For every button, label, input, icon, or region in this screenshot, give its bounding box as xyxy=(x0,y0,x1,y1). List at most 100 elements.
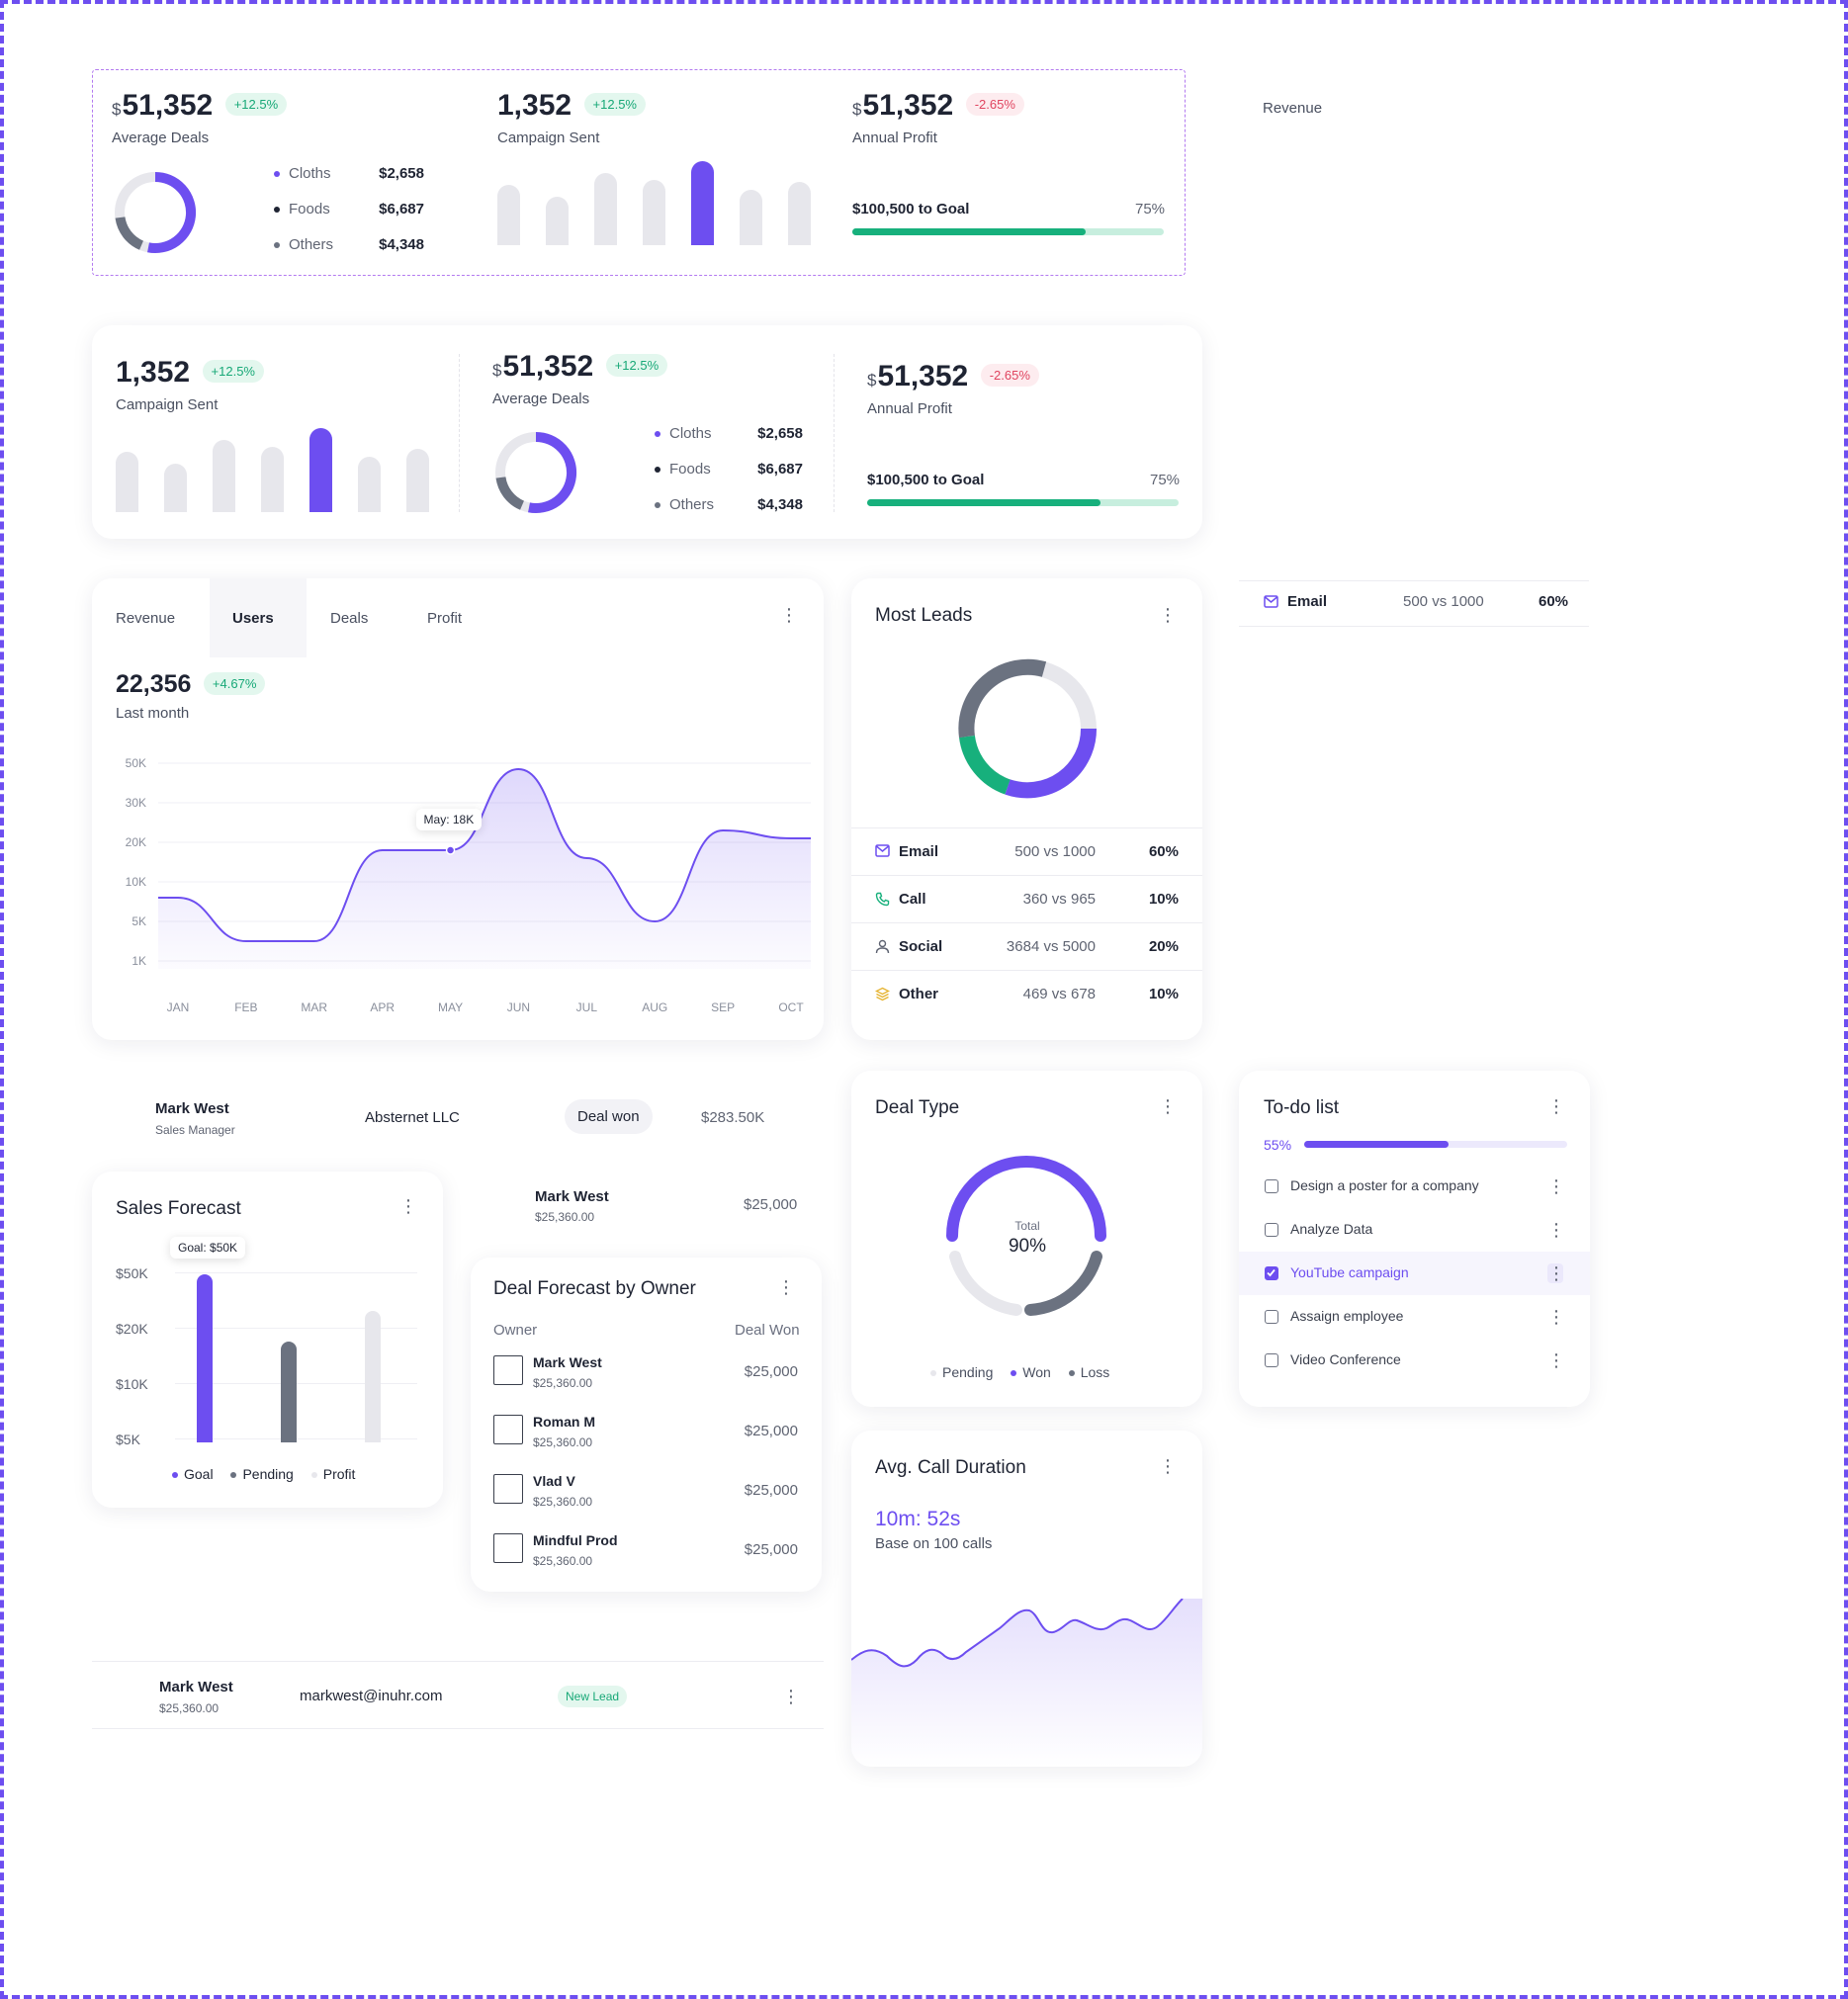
lead-row-email[interactable]: Email 500 vs 1000 60% xyxy=(851,827,1202,875)
todo-item[interactable]: YouTube campaign ⋮ xyxy=(1239,1252,1590,1295)
todo-checkbox[interactable] xyxy=(1265,1353,1278,1367)
lead-source-name: Call xyxy=(899,891,926,908)
goal-label: $100,500 to Goal xyxy=(852,201,970,217)
campaign-bar-chart xyxy=(116,428,432,512)
campaign-bar xyxy=(594,173,617,245)
todo-checkbox[interactable] xyxy=(1265,1266,1278,1280)
lead-source-name: Email xyxy=(899,843,939,860)
kebab-icon[interactable]: ⋮ xyxy=(1159,605,1177,625)
foods-dot xyxy=(655,467,660,474)
lead-row-call[interactable]: Call 360 vs 965 10% xyxy=(851,875,1202,922)
phone-icon xyxy=(875,892,890,912)
legend-dot xyxy=(1011,1370,1017,1377)
todo-checkbox[interactable] xyxy=(1265,1179,1278,1193)
tab-users[interactable]: Users xyxy=(232,610,274,627)
avg-deals-label: Average Deals xyxy=(112,130,210,146)
campaign-bar xyxy=(788,182,811,245)
todo-item[interactable]: Video Conference ⋮ xyxy=(1239,1339,1590,1382)
deal-type-title: Deal Type xyxy=(875,1097,960,1118)
avg-deals-stat: $51,352 +12.5% xyxy=(492,350,668,384)
owner-list: Mark West $25,360.00 $25,000 Roman M $25,360… xyxy=(493,1354,800,1592)
kebab-icon[interactable]: ⋮ xyxy=(1547,1263,1565,1283)
kebab-icon[interactable]: ⋮ xyxy=(780,605,798,625)
tab-deals[interactable]: Deals xyxy=(330,610,369,627)
tab-revenue[interactable]: Revenue xyxy=(116,610,176,627)
todo-progress-fill xyxy=(1304,1141,1450,1148)
sparkline-line xyxy=(851,1599,1184,1668)
owner-avatar-placeholder xyxy=(493,1355,523,1385)
lead-percent: 10% xyxy=(1148,891,1179,908)
top-avg-deals-stat: $51,352 +12.5% xyxy=(112,89,288,123)
item-amount: $6,687 xyxy=(757,461,803,478)
owner-row[interactable]: Mindful Prod $25,360.00 $25,000 xyxy=(493,1532,800,1592)
avg-deals-value: 51,352 xyxy=(122,89,214,122)
kebab-icon[interactable]: ⋮ xyxy=(1547,1096,1565,1116)
deal-forecast-card xyxy=(471,1258,822,1592)
avg-deals-breakdown: Cloths $2,658 Foods $6,687 Others $4,348 xyxy=(655,425,803,532)
item-amount: $4,348 xyxy=(757,496,803,513)
deal-amount: $283.50K xyxy=(701,1109,765,1126)
tab-profit[interactable]: Profit xyxy=(427,610,463,627)
goal-percent: 75% xyxy=(1150,472,1181,488)
lead-row-social[interactable]: Social 3684 vs 5000 20% xyxy=(851,922,1202,970)
y-axis: 50K 30K 20K 10K 5K 1K xyxy=(107,751,146,969)
status-pill: Deal won xyxy=(565,1099,653,1134)
goal-progress-bar xyxy=(867,499,1179,506)
annual-profit-label: Annual Profit xyxy=(867,400,952,417)
todo-checkbox[interactable] xyxy=(1265,1310,1278,1324)
owner-amount: $25,000 xyxy=(744,1196,798,1213)
owner-row[interactable]: Vlad V $25,360.00 $25,000 xyxy=(493,1473,800,1532)
todo-item[interactable]: Assaign employee ⋮ xyxy=(1239,1295,1590,1339)
goal-label: $100,500 to Goal xyxy=(867,472,985,488)
legend-dot xyxy=(310,1472,317,1479)
kebab-icon[interactable]: ⋮ xyxy=(1547,1176,1565,1196)
todo-checkbox[interactable] xyxy=(1265,1223,1278,1237)
item-amount: $2,658 xyxy=(757,425,803,442)
change-badge: +12.5% xyxy=(202,360,264,383)
lead-percent: 10% xyxy=(1148,986,1179,1002)
lead-row-other[interactable]: Other 469 vs 678 10% xyxy=(851,970,1202,1017)
legend-label: Won xyxy=(1022,1364,1051,1380)
x-tick-label: JUL xyxy=(575,1000,597,1014)
owner-amount: $25,000 xyxy=(744,1423,798,1439)
campaign-bar xyxy=(309,428,332,512)
top-stats-panel xyxy=(92,69,1186,276)
mail-icon xyxy=(875,844,890,862)
lead-source-name: Email xyxy=(1287,593,1328,610)
campaign-bar xyxy=(643,180,665,245)
grid-line xyxy=(175,1272,417,1273)
y-tick-label: 20K xyxy=(125,835,146,849)
legend-label: Loss xyxy=(1080,1364,1110,1380)
kebab-icon[interactable]: ⋮ xyxy=(1547,1220,1565,1240)
lead-ratio: 500 vs 1000 xyxy=(1014,843,1096,860)
kebab-icon[interactable]: ⋮ xyxy=(1159,1096,1177,1116)
owner-name: Vlad V xyxy=(533,1473,575,1489)
kebab-icon[interactable]: ⋮ xyxy=(1159,1456,1177,1476)
todo-item[interactable]: Analyze Data ⋮ xyxy=(1239,1208,1590,1252)
kebab-icon[interactable]: ⋮ xyxy=(399,1196,417,1216)
kebab-icon[interactable]: ⋮ xyxy=(777,1277,795,1297)
sales-legend: Goal Pending Profit xyxy=(172,1466,355,1482)
kebab-icon[interactable]: ⋮ xyxy=(782,1687,800,1706)
campaign-bar xyxy=(497,185,520,245)
lead-ratio: 469 vs 678 xyxy=(1022,986,1096,1002)
x-tick-label: OCT xyxy=(778,1000,804,1014)
avg-deals-donut xyxy=(115,171,197,253)
owner-sub: $25,360.00 xyxy=(533,1554,593,1568)
todo-item[interactable]: Design a poster for a company ⋮ xyxy=(1239,1165,1590,1208)
active-tab-bg xyxy=(210,578,307,657)
owner-row[interactable]: Roman M $25,360.00 $25,000 xyxy=(493,1414,800,1473)
campaign-bar xyxy=(358,457,381,512)
lead-percent: 60% xyxy=(1148,843,1179,860)
currency-symbol: $ xyxy=(492,361,502,380)
highlight-point[interactable] xyxy=(445,845,456,855)
owner-row[interactable]: Mark West $25,360.00 $25,000 xyxy=(493,1354,800,1414)
currency-symbol: $ xyxy=(867,371,877,390)
item-name: Foods xyxy=(669,461,711,478)
kebab-icon[interactable]: ⋮ xyxy=(1547,1350,1565,1370)
breakdown-row-others: Others $4,348 xyxy=(655,496,803,532)
lead-email[interactable]: markwest@inuhr.com xyxy=(300,1688,443,1704)
y-tick-label: 1K xyxy=(132,954,146,968)
legend-label: Profit xyxy=(322,1466,356,1482)
kebab-icon[interactable]: ⋮ xyxy=(1547,1307,1565,1327)
